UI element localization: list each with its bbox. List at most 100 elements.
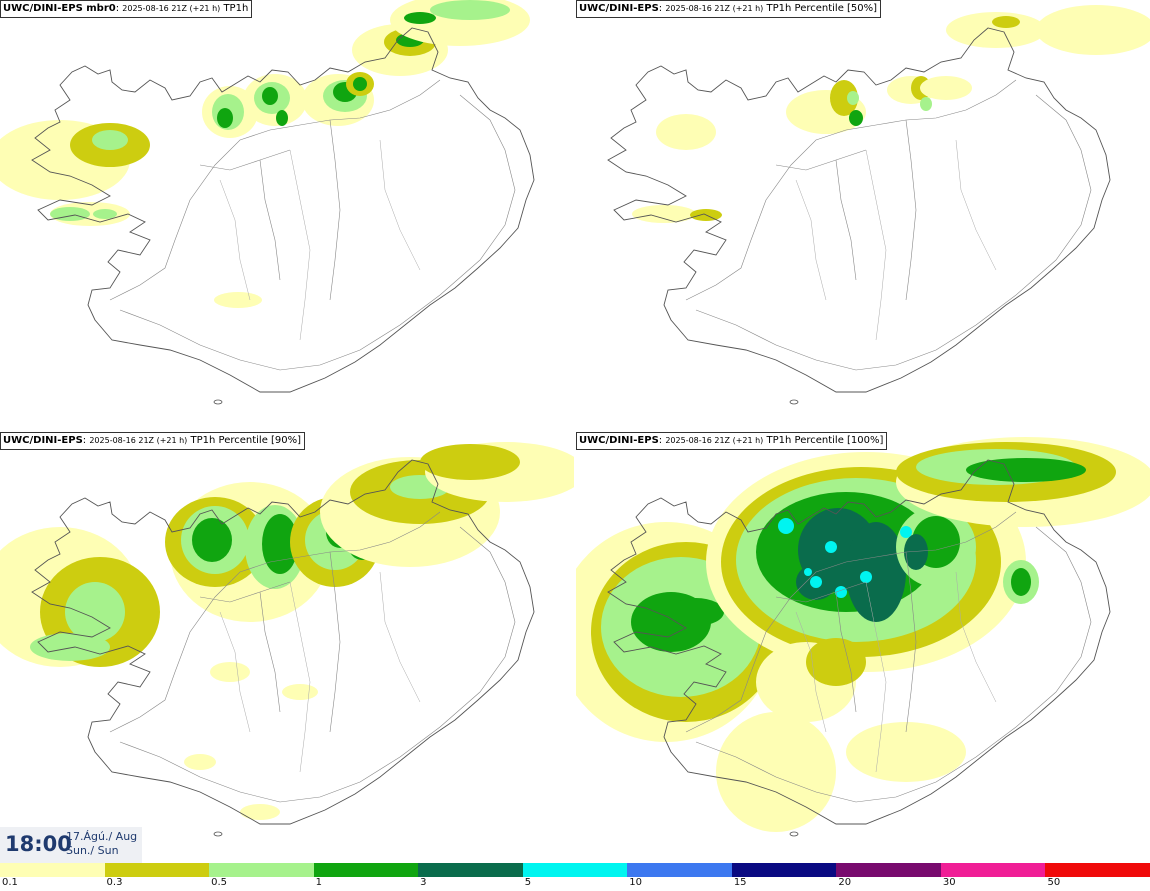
- legend-label: 30: [942, 877, 956, 888]
- run-date: 2025-08-16 21Z (+21 h): [122, 4, 221, 13]
- legend-swatch: [836, 863, 941, 877]
- panel-title: UWC/DINI-EPS: 2025-08-16 21Z (+21 h) TP1…: [0, 432, 306, 450]
- model-name: UWC/DINI-EPS mbr0: [3, 3, 116, 14]
- model-name: UWC/DINI-EPS: [3, 435, 83, 446]
- precip-map: [607, 5, 1150, 405]
- valid-date-line2: Sun./ Sun: [66, 844, 119, 857]
- panel-title: UWC/DINI-EPS: 2025-08-16 21Z (+21 h) TP1…: [576, 0, 882, 18]
- road-line: [905, 551, 917, 733]
- road-line: [685, 511, 1017, 733]
- legend-swatch: [940, 863, 1046, 877]
- road-line: [259, 591, 281, 713]
- road-line: [695, 526, 1092, 803]
- precip-area: [192, 518, 232, 562]
- legend-swatch: [0, 863, 105, 877]
- precip-area: [849, 110, 863, 126]
- precip-area: [353, 77, 367, 91]
- river-line: [795, 179, 827, 301]
- precip-area: [65, 582, 125, 642]
- model-name: UWC/DINI-EPS: [579, 435, 659, 446]
- coastline: [607, 459, 1111, 825]
- precip-area: [240, 804, 280, 820]
- road-line: [259, 159, 281, 281]
- precip-area: [92, 130, 128, 150]
- legend-swatch: [731, 863, 837, 877]
- valid-date-line1: 17.Ágú./ Aug: [66, 830, 138, 843]
- legend-swatch: [522, 863, 628, 877]
- precip-area: [716, 712, 836, 832]
- coastline: [31, 459, 535, 825]
- precip-area: [920, 76, 972, 100]
- precip-map: [0, 0, 535, 405]
- road-line: [109, 511, 441, 733]
- legend-label: 15: [733, 877, 747, 888]
- legend-label: 0.3: [106, 877, 123, 888]
- precip-area: [632, 205, 696, 223]
- legend-label: 0.5: [211, 877, 227, 888]
- island: [213, 399, 223, 405]
- field-name: TP1h Percentile [90%]: [190, 435, 302, 446]
- precip-area: [30, 633, 110, 661]
- road-line: [329, 119, 341, 301]
- map-panel-p100: UWC/DINI-EPS: 2025-08-16 21Z (+21 h) TP1…: [576, 432, 1150, 862]
- precip-area: [846, 522, 906, 622]
- precip-area: [404, 12, 436, 24]
- precip-area: [846, 722, 966, 782]
- river-line: [865, 581, 887, 773]
- island: [213, 831, 223, 837]
- legend-label: 1: [315, 877, 322, 888]
- precip-area: [217, 108, 233, 128]
- precip-area: [806, 638, 866, 686]
- legend-label: 0.1: [2, 877, 18, 888]
- coastline: [607, 27, 1111, 393]
- river-line: [379, 139, 421, 271]
- legend-label: 50: [1047, 877, 1061, 888]
- road-line: [695, 94, 1092, 371]
- precip-area: [184, 754, 216, 770]
- precip-area: [810, 576, 822, 588]
- precip-area: [904, 534, 928, 570]
- legend-label: 3: [420, 877, 427, 888]
- precip-area: [430, 0, 510, 20]
- field-name: TP1h Percentile [50%]: [766, 3, 878, 14]
- precip-area: [93, 209, 117, 219]
- road-line: [835, 159, 857, 281]
- river-line: [379, 571, 421, 703]
- valid-time: 18:00: [5, 832, 72, 856]
- precip-area: [860, 571, 872, 583]
- river-line: [955, 139, 997, 271]
- legend-swatch: [313, 863, 419, 877]
- legend-swatch: [104, 863, 210, 877]
- road-line: [775, 149, 867, 171]
- valid-date: 17.Ágú./ Aug Sun./ Sun: [66, 830, 137, 858]
- legend-label: 20: [838, 877, 852, 888]
- road-line: [835, 591, 857, 713]
- legend-swatch: [209, 863, 314, 877]
- precip-area: [210, 662, 250, 682]
- precip-area: [1011, 568, 1031, 596]
- legend-swatch: [627, 863, 732, 877]
- road-line: [775, 581, 867, 603]
- road-line: [119, 526, 516, 803]
- road-line: [329, 551, 341, 733]
- map-panel-p50: UWC/DINI-EPS: 2025-08-16 21Z (+21 h) TP1…: [576, 0, 1150, 430]
- island: [789, 399, 799, 405]
- road-line: [109, 79, 441, 301]
- precip-area: [1036, 5, 1150, 55]
- river-line: [795, 611, 827, 733]
- river-line: [865, 149, 887, 341]
- precip-map: [576, 437, 1150, 837]
- run-date: 2025-08-16 21Z (+21 h): [89, 436, 188, 445]
- field-name: TP1h Percentile [100%]: [766, 435, 884, 446]
- precip-area: [830, 80, 858, 116]
- precip-area: [668, 598, 724, 626]
- island: [789, 831, 799, 837]
- precip-map: [0, 442, 574, 837]
- river-line: [289, 149, 311, 341]
- road-line: [685, 79, 1017, 301]
- map-panel-p90: UWC/DINI-EPS: 2025-08-16 21Z (+21 h) TP1…: [0, 432, 574, 862]
- river-line: [219, 179, 251, 301]
- precip-area: [835, 586, 847, 598]
- precip-area: [282, 684, 318, 700]
- map-panel-mbr0: UWC/DINI-EPS mbr0: 2025-08-16 21Z (+21 h…: [0, 0, 574, 430]
